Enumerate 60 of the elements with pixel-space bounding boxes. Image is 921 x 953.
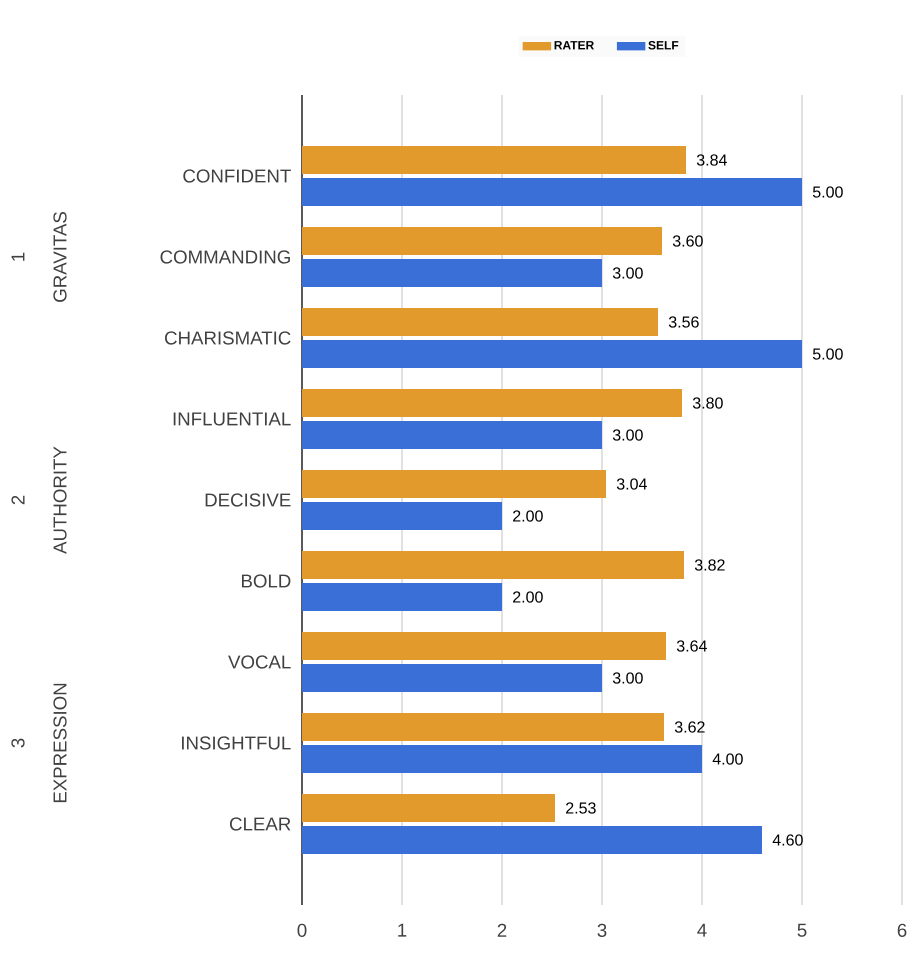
bar — [302, 146, 686, 174]
bar — [302, 826, 762, 854]
text: 1 — [12, 252, 24, 261]
y-tick-label: INFLUENTIAL — [174, 412, 291, 426]
data-label: 3.00 — [612, 672, 643, 684]
data-label: 3.64 — [676, 640, 707, 652]
data-label: 3.00 — [612, 267, 643, 279]
x-tick-label: 5 — [798, 924, 806, 937]
y-tick-label: DECISIVE — [206, 493, 290, 507]
x-tick-label: 0 — [298, 924, 306, 937]
bar — [302, 227, 662, 256]
data-label: 3.00 — [612, 429, 643, 441]
data-label: 3.60 — [672, 235, 703, 247]
text: 2 — [11, 496, 25, 504]
legend-label: SELF — [648, 41, 678, 50]
bar — [302, 583, 502, 612]
data-label: 4.60 — [772, 834, 803, 846]
text: AUTHORITY — [53, 446, 67, 554]
bar — [302, 632, 666, 660]
bar — [302, 713, 664, 742]
data-label: 2.00 — [513, 591, 543, 603]
bar — [302, 340, 802, 368]
text: 3 — [11, 738, 25, 748]
bar — [302, 178, 802, 206]
bar — [302, 389, 682, 418]
y-tick-label: CHARISMATIC — [165, 331, 291, 345]
data-label: 3.84 — [696, 154, 727, 166]
text: GRAVITAS — [53, 212, 67, 302]
x-tick-label: 3 — [598, 924, 606, 937]
data-label: 4.00 — [712, 753, 743, 765]
bar — [302, 259, 602, 288]
data-label: 2.53 — [566, 802, 596, 814]
text: EXPRESSION — [53, 684, 67, 802]
y-tick-label: CLEAR — [230, 817, 290, 831]
bar — [302, 502, 502, 530]
bar — [302, 745, 702, 774]
bar — [302, 421, 602, 450]
bar — [302, 794, 556, 822]
x-tick-label: 1 — [398, 924, 406, 937]
data-label: 5.00 — [812, 186, 843, 198]
data-label: 3.62 — [674, 721, 705, 733]
bar — [302, 308, 658, 336]
data-label: 3.56 — [668, 316, 699, 328]
y-tick-label: BOLD — [242, 574, 290, 588]
data-label: 3.04 — [616, 478, 647, 490]
data-label: 5.00 — [812, 348, 843, 360]
data-label: 3.80 — [692, 397, 723, 409]
y-tick-label: INSIGHTFUL — [182, 736, 291, 750]
legend-label: RATER — [554, 41, 594, 50]
x-tick-label: 2 — [498, 924, 506, 937]
y-tick-label: COMMANDING — [160, 250, 290, 264]
y-tick-label: VOCAL — [228, 655, 291, 669]
bar — [302, 470, 606, 498]
y-tick-label: CONFIDENT — [183, 169, 291, 183]
data-label: 3.82 — [694, 559, 725, 571]
bar — [302, 664, 602, 692]
bar — [302, 551, 684, 580]
data-label: 2.00 — [513, 510, 543, 522]
x-tick-label: 4 — [697, 924, 707, 937]
x-tick-label: 6 — [898, 924, 906, 937]
